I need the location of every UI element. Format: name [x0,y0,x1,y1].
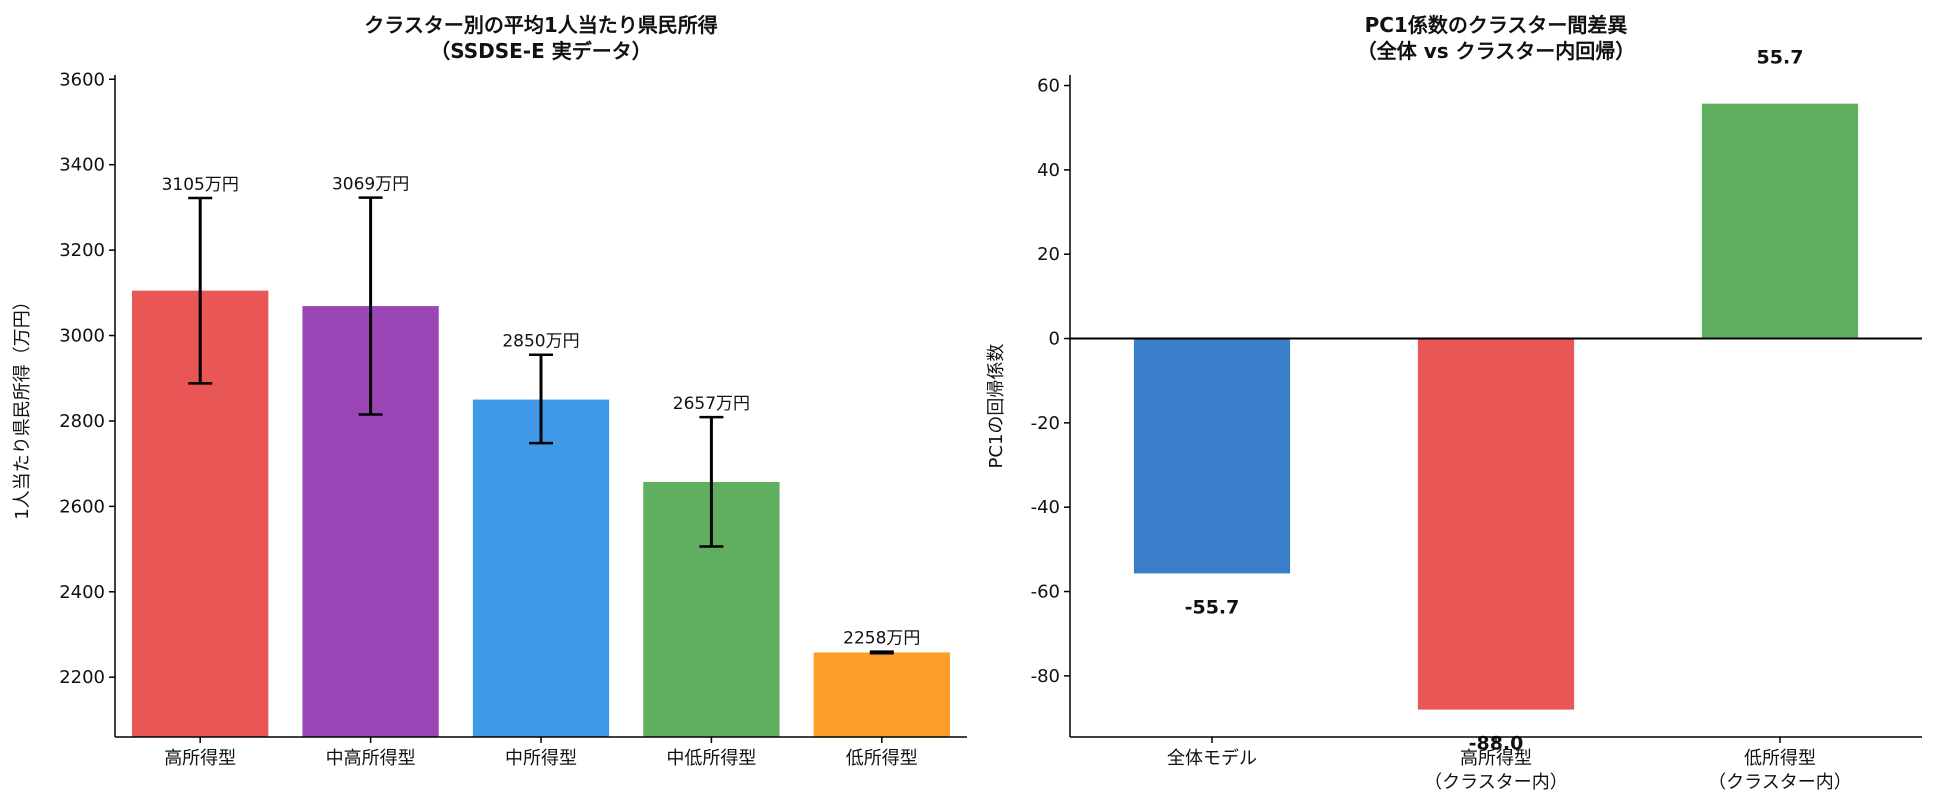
y-tick-label: 2400 [59,582,105,603]
bar-value-label: 2850万円 [502,332,579,352]
y-tick-label: -80 [1031,666,1060,687]
x-tick-label: 中所得型 [505,748,577,769]
x-tick-label: 全体モデル [1167,748,1257,769]
y-tick-label: -40 [1031,497,1060,518]
x-tick-label: 低所得型 [846,748,918,769]
y-tick-label: 60 [1037,76,1060,97]
x-tick-label: （クラスター内） [1708,772,1852,793]
bar-value-label: 55.7 [1757,47,1804,69]
bar-value-label: 3105万円 [162,175,239,195]
bar-value-label: 3069万円 [332,175,409,195]
bar [1133,338,1291,574]
chart-title-line: PC1係数のクラスター間差異 [1365,13,1628,37]
bar-value-label: -88.0 [1469,733,1524,755]
bar-value-label: -55.7 [1185,596,1240,618]
y-tick-label: 0 [1049,329,1060,350]
y-tick-label: 3600 [59,69,105,90]
chart-title-line: （SSDSE-E 実データ） [430,39,652,63]
bar [813,652,950,737]
bar [1701,103,1859,339]
pc1-coefficient-chart: PC1係数のクラスター間差異（全体 vs クラスター内回帰） PC1の回帰係数 -5… [986,13,1922,793]
x-tick-label: 中低所得型 [666,748,756,769]
x-tick-label: 中高所得型 [326,748,416,769]
income-by-cluster-chart: クラスター別の平均1人当たり県民所得（SSDSE-E 実データ） 1人当たり県民所… [12,13,967,769]
y-tick-label: 2600 [59,496,105,517]
bar [472,399,610,737]
y-axis-label: 1人当たり県民所得（万円） [12,292,33,519]
y-tick-label: 20 [1037,244,1060,265]
y-tick-label: 3000 [59,326,105,347]
y-tick-label: 2800 [59,411,105,432]
y-tick-label: 40 [1037,160,1060,181]
x-tick-label: 高所得型 [164,748,236,769]
x-tick-label: （クラスター内） [1424,772,1568,793]
y-tick-label: 3200 [59,240,105,261]
y-tick-label: -20 [1031,413,1060,434]
y-tick-label: 3400 [59,155,105,176]
y-tick-label: -60 [1031,582,1060,603]
x-tick-label: 高所得型 [1460,748,1532,769]
y-axis-label: PC1の回帰係数 [986,344,1007,469]
bar-value-label: 2258万円 [843,629,920,649]
bar-value-label: 2657万円 [673,394,750,414]
chart-title-line: クラスター別の平均1人当たり県民所得 [364,13,718,37]
y-tick-label: 2200 [59,667,105,688]
bar [1417,338,1575,710]
chart-title-line: （全体 vs クラスター内回帰） [1357,39,1635,63]
x-tick-label: 低所得型 [1744,748,1816,769]
